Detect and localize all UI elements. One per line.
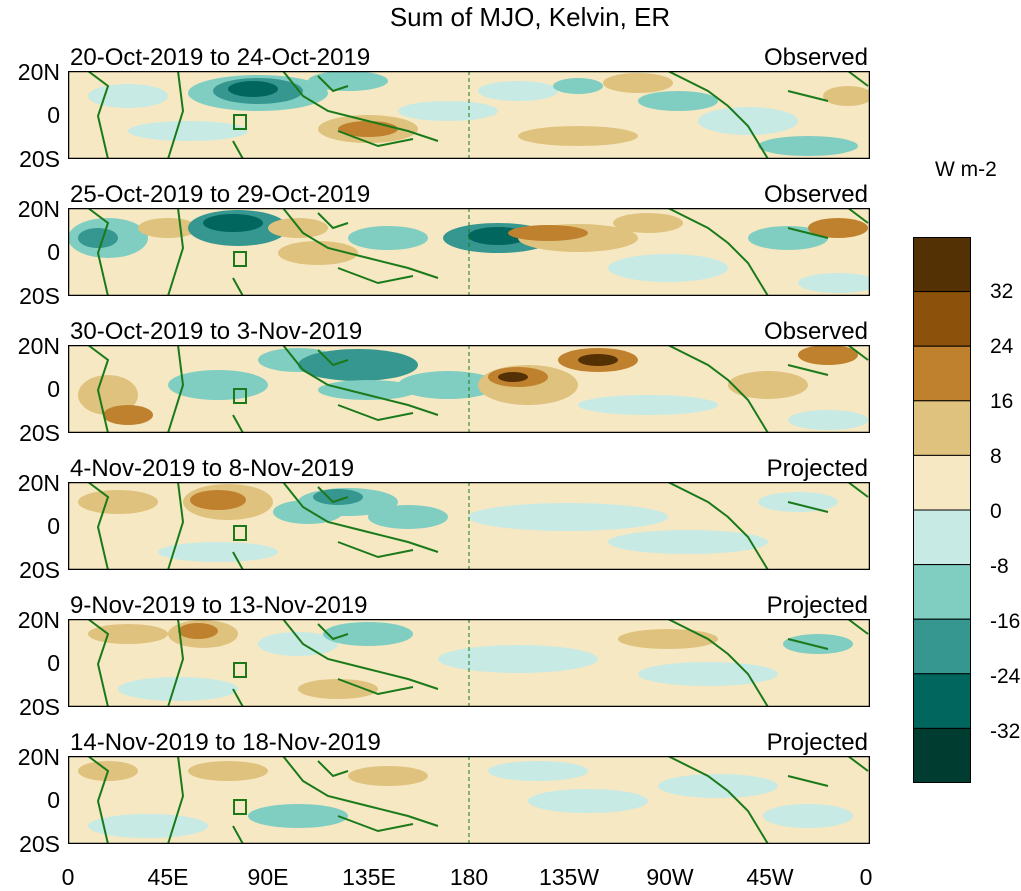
colorbar-tick-label: -16 (990, 610, 1021, 633)
lon-label: 180 (449, 864, 489, 890)
colorbar-swatch (913, 345, 971, 402)
colorbar-swatch (913, 673, 971, 729)
lat-label-south: 20S (19, 557, 60, 583)
lat-label-equator: 0 (47, 513, 60, 539)
panel-period: 25-Oct-2019 to 29-Oct-2019 (70, 181, 371, 208)
colorbar-swatch (913, 509, 971, 566)
lat-label-south: 20S (19, 694, 60, 720)
colorbar-swatch (913, 618, 971, 675)
lat-label-south: 20S (19, 146, 60, 172)
colorbar-tick-label: 24 (990, 335, 1014, 358)
lon-label: 45E (147, 864, 189, 890)
colorbar-swatch (913, 454, 971, 511)
panel-status: Projected (766, 592, 868, 619)
lon-label: 90E (247, 864, 289, 890)
colorbar-tick-label: 32 (990, 280, 1014, 303)
map-panel-5: 9-Nov-2019 to 13-Nov-2019 Projected 20N … (18, 592, 870, 719)
panel-status: Observed (763, 181, 868, 208)
lon-label: 135W (538, 864, 600, 890)
panel-status: Projected (766, 455, 868, 482)
lon-label: 135E (342, 864, 396, 890)
lat-label-equator: 0 (47, 787, 60, 813)
map-panel-4: 4-Nov-2019 to 8-Nov-2019 Projected 20N 0… (18, 455, 870, 582)
lat-label-equator: 0 (47, 376, 60, 402)
colorbar-swatch (913, 291, 971, 347)
lat-label-north: 20N (17, 470, 60, 496)
panel-period: 4-Nov-2019 to 8-Nov-2019 (70, 455, 355, 482)
colorbar-swatch (913, 727, 971, 783)
anomaly-map (68, 208, 870, 296)
colorbar (913, 237, 971, 783)
anomaly-map (68, 619, 870, 707)
lat-label-north: 20N (17, 607, 60, 633)
colorbar-tick-label: 8 (990, 445, 1002, 468)
lat-label-north: 20N (17, 196, 60, 222)
colorbar-swatch (913, 237, 971, 293)
colorbar-swatch (913, 400, 971, 456)
panel-status: Projected (766, 729, 868, 756)
lat-label-south: 20S (19, 283, 60, 309)
lat-label-south: 20S (19, 420, 60, 446)
map-panel-1: 20-Oct-2019 to 24-Oct-2019 Observed 20N … (18, 44, 870, 171)
panel-period: 30-Oct-2019 to 3-Nov-2019 (70, 318, 363, 345)
lon-label: 0 (859, 864, 873, 890)
lat-label-equator: 0 (47, 239, 60, 265)
colorbar-tick-label: 0 (990, 500, 1002, 523)
panel-status: Observed (763, 318, 868, 345)
colorbar-tick-label: 16 (990, 390, 1014, 413)
panel-period: 20-Oct-2019 to 24-Oct-2019 (70, 44, 371, 71)
colorbar-tick-label: -24 (990, 665, 1021, 688)
colorbar-swatch (913, 564, 971, 620)
lat-label-equator: 0 (47, 650, 60, 676)
lat-label-north: 20N (17, 744, 60, 770)
lat-label-south: 20S (19, 831, 60, 857)
map-panel-6: 14-Nov-2019 to 18-Nov-2019 Projected 20N… (18, 729, 870, 856)
anomaly-map (68, 482, 870, 570)
lon-label: 45W (746, 864, 794, 890)
colorbar-tick-label: -32 (990, 720, 1021, 743)
colorbar-tick-label: -8 (990, 555, 1009, 578)
panel-status: Observed (763, 44, 868, 71)
anomaly-map (68, 345, 870, 433)
map-panel-3: 30-Oct-2019 to 3-Nov-2019 Observed 20N 0… (18, 318, 870, 445)
panel-period: 14-Nov-2019 to 18-Nov-2019 (70, 729, 381, 756)
lat-label-equator: 0 (47, 102, 60, 128)
figure-title: Sum of MJO, Kelvin, ER (389, 2, 671, 32)
colorbar-units: W m-2 (935, 158, 997, 181)
anomaly-map (68, 756, 870, 844)
panel-period: 9-Nov-2019 to 13-Nov-2019 (70, 592, 368, 619)
map-panel-2: 25-Oct-2019 to 29-Oct-2019 Observed 20N … (18, 181, 870, 308)
lat-label-north: 20N (17, 59, 60, 85)
lon-label: 90W (646, 864, 694, 890)
anomaly-map (68, 71, 870, 159)
lat-label-north: 20N (17, 333, 60, 359)
lon-label: 0 (61, 864, 75, 890)
